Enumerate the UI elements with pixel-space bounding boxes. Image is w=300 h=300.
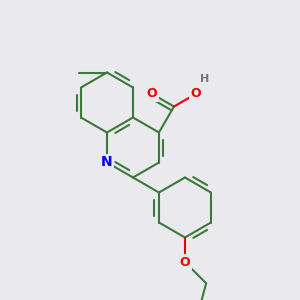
Text: N: N — [101, 155, 113, 170]
Text: O: O — [147, 87, 157, 100]
Text: O: O — [180, 256, 190, 268]
Text: O: O — [191, 87, 201, 100]
Text: H: H — [200, 74, 209, 85]
